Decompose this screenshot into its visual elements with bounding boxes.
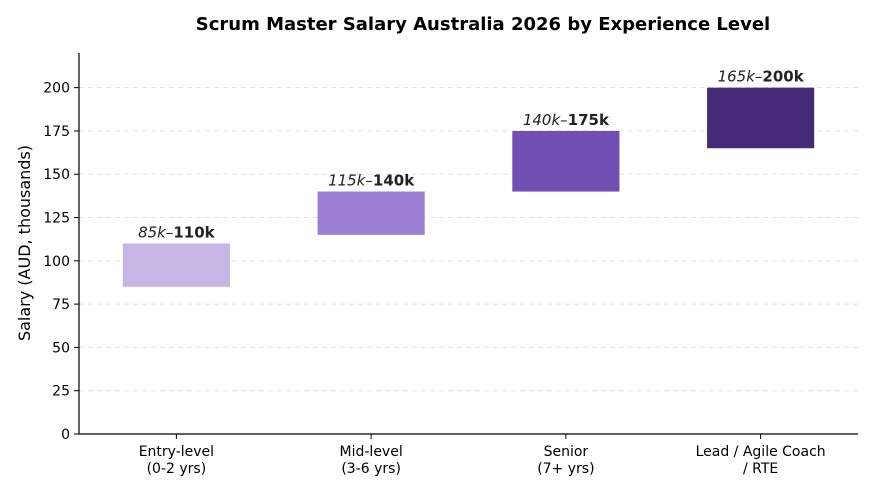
salary-range-bar (122, 243, 230, 287)
bar-range-label: 115k–140k (328, 172, 415, 190)
x-tick-label: Senior (7+ yrs) (537, 444, 594, 477)
range-separator: – (166, 224, 174, 242)
x-tick-label: Mid-level (3-6 yrs) (340, 444, 403, 477)
salary-range-bar (317, 191, 425, 235)
range-low-label: 140k (523, 111, 562, 129)
y-tick-label: 25 (52, 384, 70, 400)
x-axis-ticks: Entry-level (0-2 yrs) Mid-level (3-6 yrs) Se… (139, 434, 826, 477)
x-tick-label-line: (7+ yrs) (537, 461, 594, 477)
x-tick-label: Entry-level (0-2 yrs) (139, 444, 214, 477)
x-tick-label-line: Mid-level (340, 444, 403, 460)
salary-range-bar (707, 87, 815, 149)
y-tick-label: 50 (52, 340, 70, 356)
bar-range-label: 85k–110k (138, 224, 216, 242)
range-high-label: 175k (568, 111, 610, 129)
range-separator: – (560, 111, 568, 129)
range-high-label: 110k (173, 224, 215, 242)
range-separator: – (755, 68, 763, 86)
bars (122, 87, 815, 287)
salary-range-bar (512, 130, 620, 192)
range-low-label: 85k (138, 224, 167, 242)
range-separator: – (365, 172, 373, 190)
x-tick-label-line: Entry-level (139, 444, 214, 460)
range-high-label: 140k (373, 172, 415, 190)
x-tick-label-line: Senior (544, 444, 589, 460)
x-tick-label: Lead / Agile Coach / RTE (696, 444, 826, 477)
range-low-label: 165k (718, 68, 757, 86)
y-axis-label: Salary (AUD, thousands) (15, 145, 34, 341)
x-tick-label-line: Lead / Agile Coach (696, 444, 826, 460)
bar-range-label: 140k–175k (523, 111, 610, 129)
chart-title: Scrum Master Salary Australia 2026 by Ex… (196, 14, 770, 35)
y-tick-label: 0 (61, 427, 70, 443)
x-tick-label-line: / RTE (743, 461, 778, 477)
y-tick-label: 100 (43, 254, 70, 270)
x-tick-label-line: (0-2 yrs) (147, 461, 207, 477)
y-tick-label: 200 (43, 81, 70, 97)
y-tick-label: 175 (43, 124, 70, 140)
y-tick-label: 75 (52, 297, 70, 313)
y-tick-label: 125 (43, 211, 70, 227)
bar-range-label: 165k–200k (718, 68, 805, 86)
range-low-label: 115k (328, 172, 367, 190)
range-high-label: 200k (762, 68, 804, 86)
x-tick-label-line: (3-6 yrs) (341, 461, 401, 477)
y-tick-label: 150 (43, 167, 70, 183)
y-axis-ticks: 0 25 50 75 100 125 150 175 200 (43, 81, 79, 443)
